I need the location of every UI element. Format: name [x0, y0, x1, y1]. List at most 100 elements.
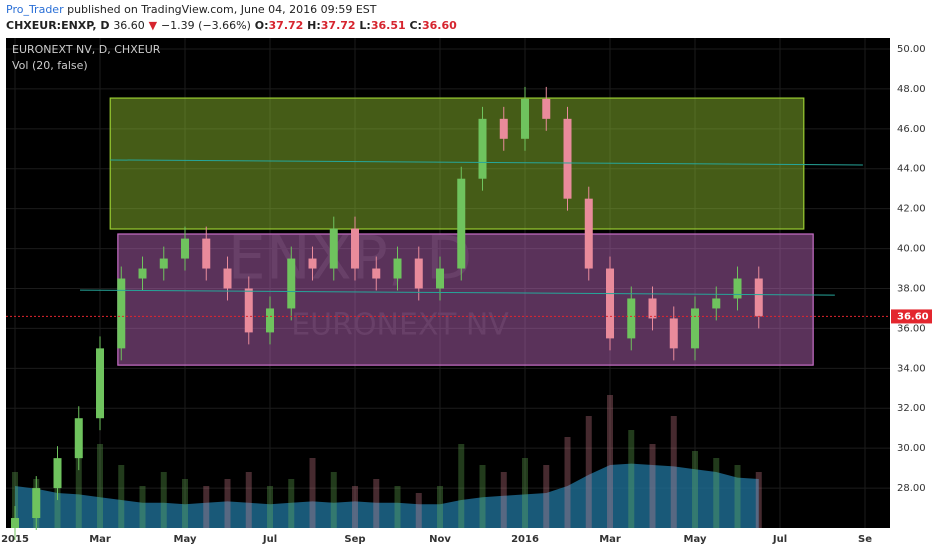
candle-body [584, 198, 593, 269]
volume-bar [288, 479, 295, 528]
volume-bar [649, 444, 656, 528]
candle-body [287, 258, 296, 309]
candle-body [96, 348, 105, 419]
volume-bar [734, 465, 741, 528]
x-tick-label: Jul [772, 534, 787, 545]
watermark: EURONEXT NV [291, 308, 509, 343]
ohlc-label: L: [359, 19, 371, 32]
ohlc-value: 36.60 [421, 19, 457, 32]
author[interactable]: Pro_Trader [6, 3, 64, 16]
candle-body [244, 288, 253, 333]
candle-body [414, 258, 423, 289]
ohlc-label: C: [409, 19, 422, 32]
volume-bar [352, 486, 359, 528]
y-tick-label: 42.00 [897, 204, 926, 215]
volume-bar [203, 486, 210, 528]
volume-bar [160, 472, 167, 528]
watermark: ENXP, D [228, 224, 472, 294]
legend-text: EURONEXT NV, D, CHXEUR [12, 43, 161, 56]
volume-bar [628, 430, 635, 528]
candle-body [202, 238, 211, 269]
candle-body [436, 268, 445, 289]
volume-bar [394, 486, 401, 528]
candle-body [266, 308, 275, 333]
volume-bar [373, 479, 380, 528]
candle-body [393, 258, 402, 279]
candle-body [754, 278, 763, 317]
plot-bg [6, 38, 890, 528]
volume-bar [75, 458, 82, 528]
volume-bar [437, 486, 444, 528]
volume-bar [245, 472, 252, 528]
candle-body [563, 118, 572, 199]
volume-bar [182, 479, 189, 528]
candle-body [648, 298, 657, 319]
price-label-bg [891, 309, 932, 324]
price: 36.60 [113, 19, 145, 32]
change: −1.39 (−3.66%) [160, 19, 251, 32]
candle-body [733, 278, 742, 299]
volume-bar [118, 465, 125, 528]
x-tick-label: Nov [429, 534, 451, 545]
candle-body [159, 258, 168, 269]
y-tick-label: 30.00 [897, 443, 926, 454]
volume-bar [139, 486, 146, 528]
x-tick-label: Sep [344, 534, 365, 545]
candle-body [499, 118, 508, 139]
volume-bar [97, 444, 104, 528]
y-tick-label: 44.00 [897, 164, 926, 175]
volume-bar [415, 493, 422, 528]
candle-body [351, 228, 360, 269]
volume-bar [755, 472, 762, 528]
x-tick-label: 2016 [511, 534, 539, 545]
candle-body [138, 268, 147, 279]
x-tick-label: Se [858, 534, 872, 545]
y-tick-label: 38.00 [897, 283, 926, 294]
volume-bar [585, 416, 592, 528]
volume-bar [500, 472, 507, 528]
candle-body [669, 318, 678, 349]
y-tick-label: 36.00 [897, 323, 926, 334]
header: Pro_Trader published on TradingView.com,… [0, 0, 932, 37]
volume-bar [458, 444, 465, 528]
candle-body [117, 278, 126, 349]
symbol: CHXEUR:ENXP, D [6, 19, 110, 32]
volume-bar [309, 458, 316, 528]
candle-body [606, 268, 615, 339]
publish-line: Pro_Trader published on TradingView.com,… [6, 3, 377, 16]
volume-bar [692, 451, 699, 528]
candle-body [478, 118, 487, 179]
trend-line [110, 159, 863, 166]
candle-body [372, 268, 381, 279]
candle-body [11, 518, 20, 528]
candle-body [53, 458, 62, 489]
candle-body [74, 418, 83, 459]
y-tick-label: 40.00 [897, 244, 926, 255]
volume-bar [522, 458, 529, 528]
ohlc-value: 36.51 [370, 19, 406, 32]
volume-ma-area [15, 463, 759, 528]
candle-body [627, 298, 636, 339]
candle-body [308, 258, 317, 269]
trend-line [80, 289, 835, 296]
candle-body [457, 178, 466, 269]
x-tick-label: May [684, 534, 707, 545]
y-tick-label: 34.00 [897, 363, 926, 374]
volume-bar [607, 395, 614, 528]
candle-body [181, 238, 190, 259]
x-tick-label: Jul [262, 534, 277, 545]
price-label: 36.60 [897, 311, 929, 322]
candle-body [542, 98, 551, 119]
candle-body [691, 308, 700, 349]
volume-bar [713, 458, 720, 528]
y-tick-label: 50.00 [897, 44, 926, 55]
published: published on TradingView.com, June 04, 2… [67, 3, 377, 16]
candle-body [521, 98, 530, 139]
y-tick-label: 46.00 [897, 124, 926, 135]
ohlc-label: H: [307, 19, 321, 32]
volume-bar [267, 486, 274, 528]
candle-body [32, 488, 41, 519]
volume-bar [12, 472, 19, 528]
x-tick-label: Mar [89, 534, 111, 545]
